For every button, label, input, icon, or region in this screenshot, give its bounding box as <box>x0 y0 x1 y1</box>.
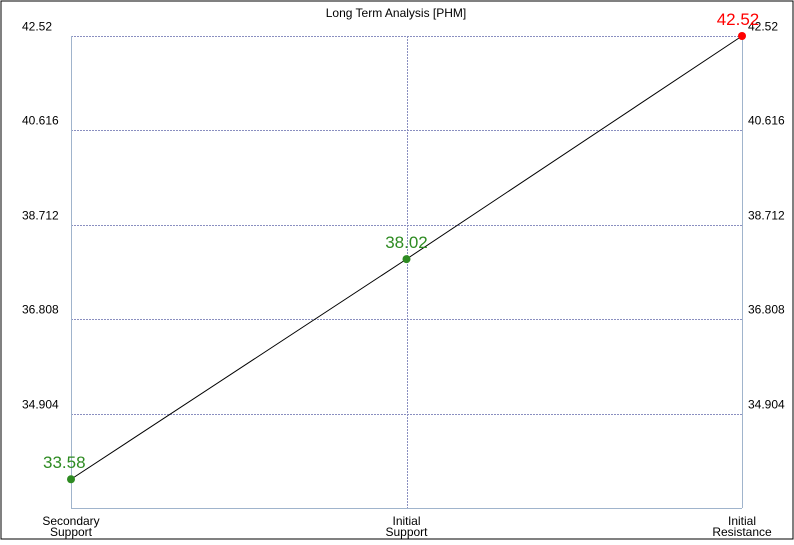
y-tick-label-right: 42.52 <box>748 20 778 34</box>
data-point <box>738 32 746 40</box>
x-category-label: Secondary <box>42 514 99 528</box>
grid-layer <box>71 36 742 508</box>
series-layer <box>67 32 746 484</box>
y-tick-label-left: 36.808 <box>22 303 59 317</box>
data-point <box>67 475 75 484</box>
y-tick-label-right: 34.904 <box>748 398 785 412</box>
x-category-label: Initial <box>392 514 420 528</box>
x-category-label: Support <box>385 525 428 539</box>
y-tick-label-left: 38.712 <box>22 209 59 223</box>
y-tick-label-left: 40.616 <box>22 114 59 128</box>
x-category-label: Initial <box>728 514 756 528</box>
data-point <box>402 255 411 264</box>
axis-layer <box>71 36 743 509</box>
y-tick-label-right: 36.808 <box>748 303 785 317</box>
y-tick-label-left: 34.904 <box>22 398 59 412</box>
x-category-label: Resistance <box>712 525 772 539</box>
y-tick-label-left: 42.52 <box>22 20 52 34</box>
data-label: 38.02 <box>385 233 428 252</box>
x-category-label: Support <box>50 525 93 539</box>
data-label: 42.52 <box>717 10 760 29</box>
data-label: 33.58 <box>43 453 86 472</box>
chart-title: Long Term Analysis [PHM] <box>326 6 467 20</box>
y-tick-label-right: 40.616 <box>748 114 785 128</box>
y-tick-label-right: 38.712 <box>748 209 785 223</box>
